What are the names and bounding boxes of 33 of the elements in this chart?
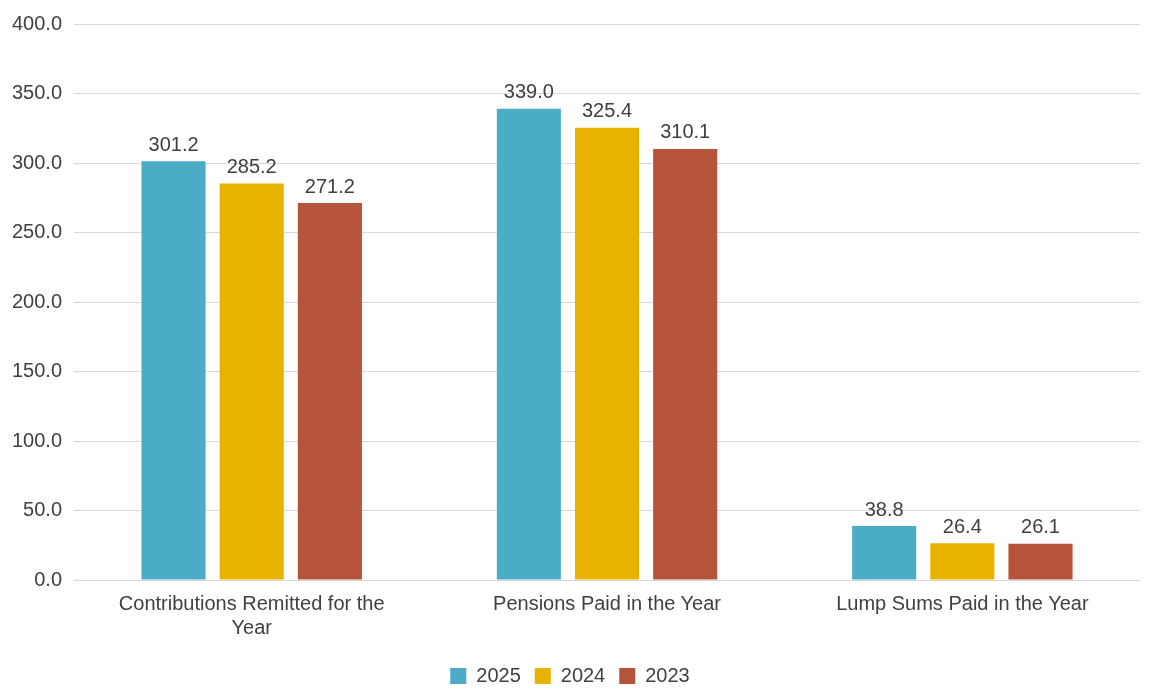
data-label: 325.4 bbox=[581, 99, 633, 122]
x-tick-label: Lump Sums Paid in the Year bbox=[836, 591, 1089, 614]
bar bbox=[496, 108, 561, 580]
bar bbox=[141, 161, 206, 580]
bar bbox=[852, 526, 917, 580]
data-label: 26.1 bbox=[1021, 515, 1060, 538]
y-tick-label: 400.0 bbox=[11, 11, 63, 34]
y-tick-label: 150.0 bbox=[11, 359, 63, 382]
x-tick-label: Pensions Paid in the Year bbox=[493, 591, 722, 614]
y-tick-label: 0.0 bbox=[34, 567, 63, 590]
x-tick-label: Contributions Remitted for the Year bbox=[118, 591, 385, 638]
data-label: 339.0 bbox=[503, 80, 554, 103]
y-tick-label: 250.0 bbox=[11, 220, 63, 243]
bar bbox=[653, 148, 718, 580]
data-label: 310.1 bbox=[660, 120, 711, 143]
data-label: 285.2 bbox=[226, 155, 277, 178]
bar bbox=[297, 203, 362, 580]
y-tick-label: 50.0 bbox=[23, 498, 63, 521]
legend-label: 2024 bbox=[560, 663, 606, 686]
bar bbox=[930, 543, 995, 580]
bar bbox=[574, 127, 640, 580]
y-tick-label: 350.0 bbox=[11, 81, 63, 104]
data-label: 26.4 bbox=[942, 514, 982, 537]
data-label: 301.2 bbox=[148, 132, 199, 155]
legend-label: 2023 bbox=[645, 663, 690, 686]
legend-label: 2025 bbox=[476, 663, 521, 686]
data-label: 38.8 bbox=[864, 497, 904, 520]
y-tick-label: 100.0 bbox=[11, 428, 63, 451]
y-tick-label: 300.0 bbox=[11, 150, 63, 173]
bar bbox=[219, 183, 284, 580]
y-tick-label: 200.0 bbox=[11, 289, 63, 312]
bar bbox=[1008, 543, 1073, 580]
data-label: 271.2 bbox=[304, 174, 355, 197]
